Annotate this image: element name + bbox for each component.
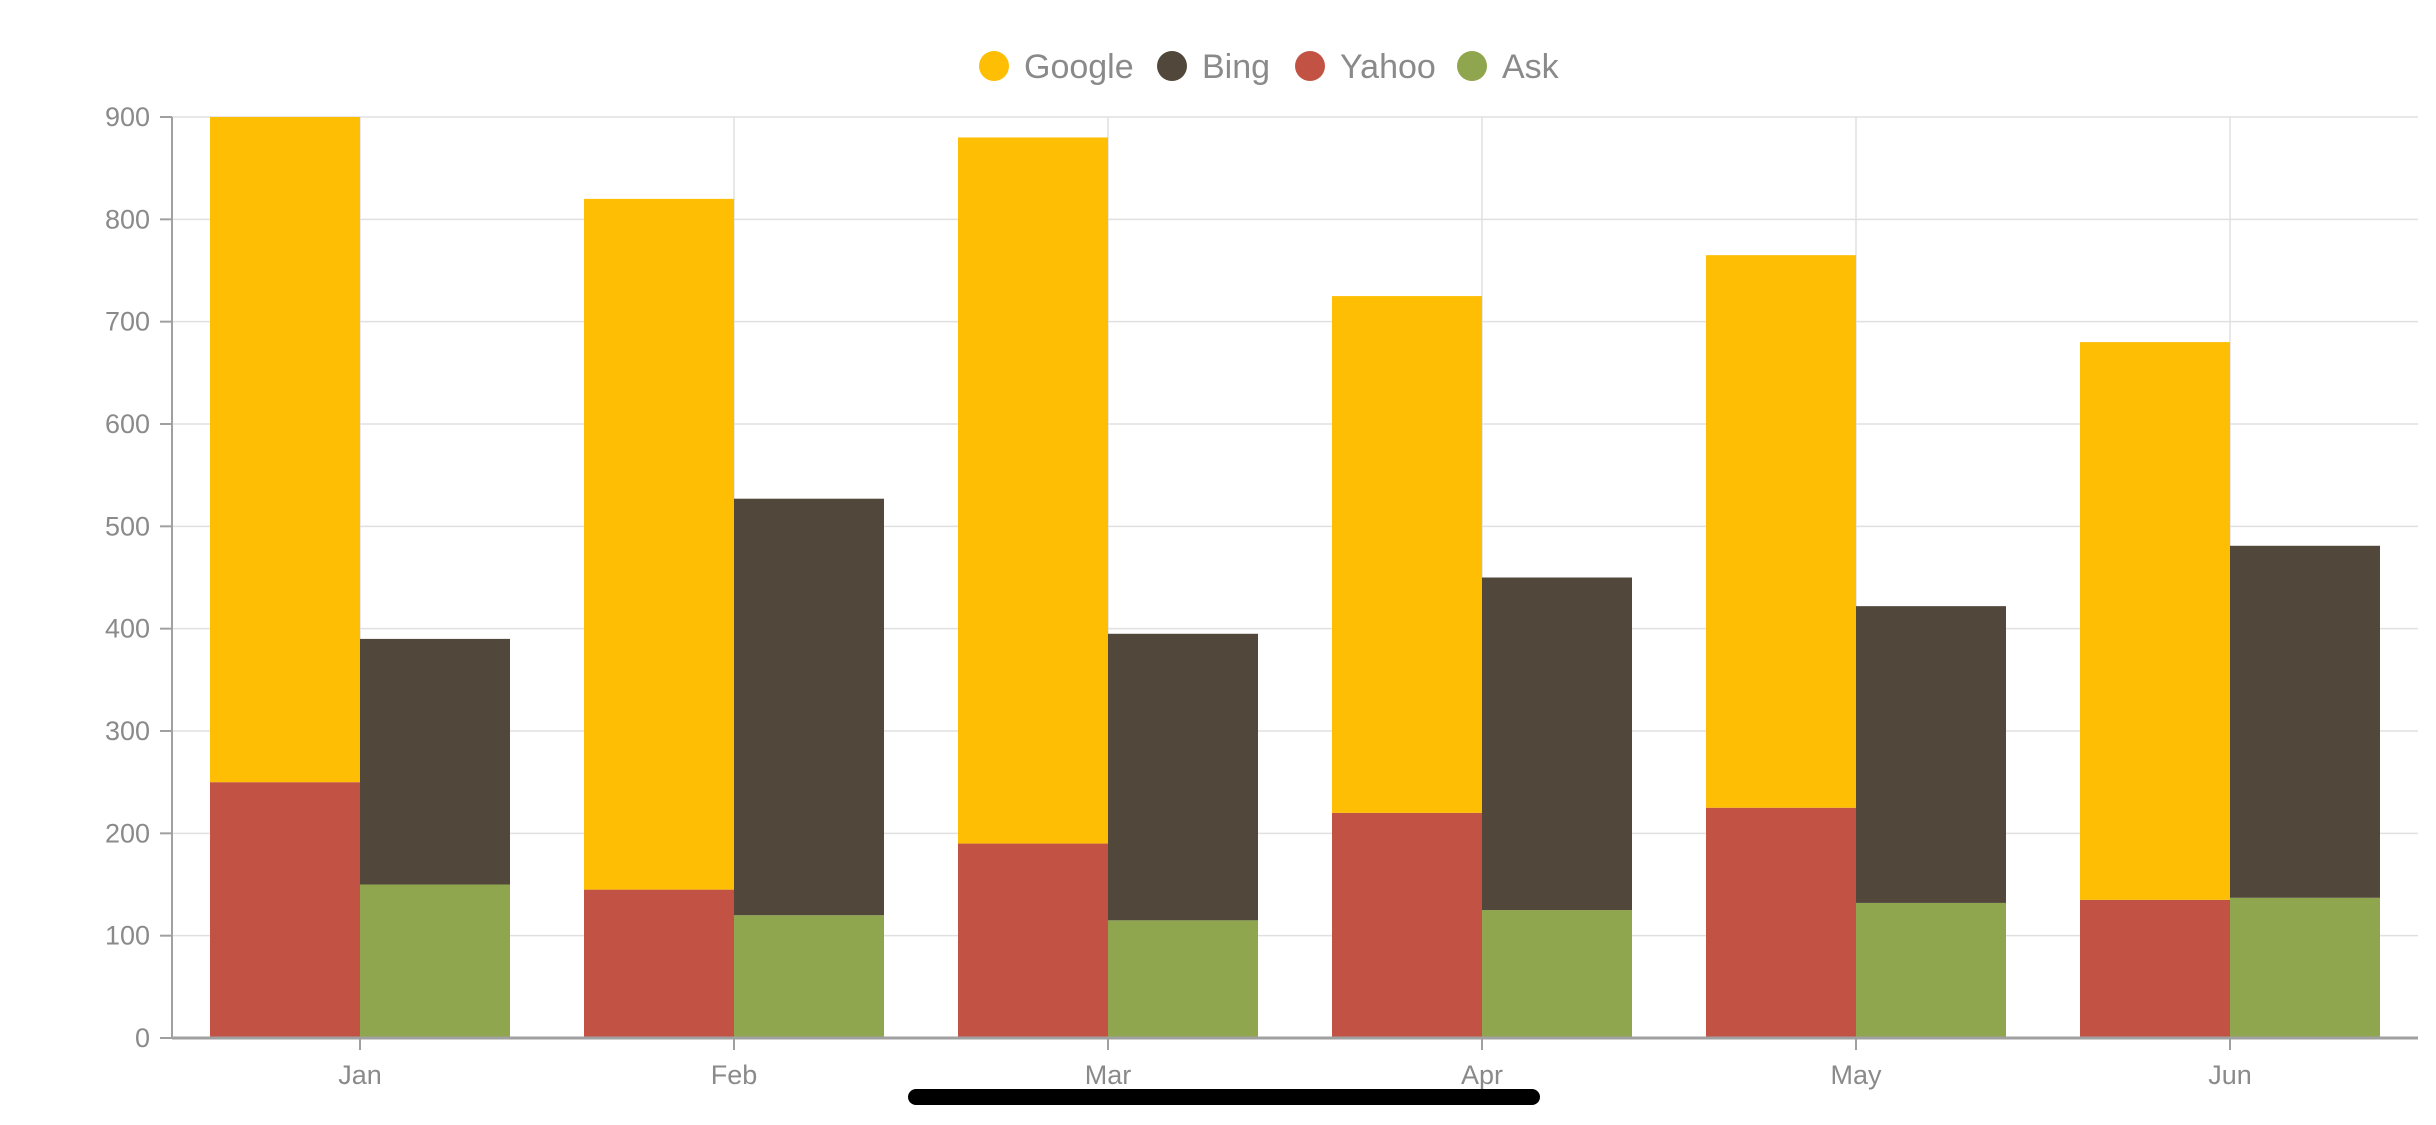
bars xyxy=(210,117,2380,1038)
bar-yahoo-jan[interactable] xyxy=(210,782,360,1038)
bar-yahoo-apr[interactable] xyxy=(1332,812,1482,1038)
bar-bing-apr[interactable] xyxy=(1482,577,1632,911)
home-indicator[interactable] xyxy=(908,1089,1540,1105)
bar-yahoo-feb[interactable] xyxy=(584,889,734,1038)
bar-google-apr[interactable] xyxy=(1332,296,1482,813)
x-tick-label-may: May xyxy=(1830,1060,1882,1090)
bar-ask-jun[interactable] xyxy=(2230,897,2380,1038)
bar-google-mar[interactable] xyxy=(958,137,1108,844)
bar-yahoo-mar[interactable] xyxy=(958,843,1108,1038)
bar-ask-apr[interactable] xyxy=(1482,910,1632,1038)
y-tick-label: 500 xyxy=(105,511,150,541)
bar-google-jun[interactable] xyxy=(2080,342,2230,900)
bar-google-jan[interactable] xyxy=(210,117,360,783)
legend-label-google[interactable]: Google xyxy=(1024,48,1134,86)
bar-bing-jun[interactable] xyxy=(2230,545,2380,898)
axes: 0 100 200 300 400 500 600 700 800 900 Jan Feb Mar Apr… xyxy=(105,102,2418,1090)
y-tick-label: 600 xyxy=(105,409,150,439)
legend-marker-yahoo[interactable] xyxy=(1295,51,1325,81)
bar-google-feb[interactable] xyxy=(584,198,734,890)
x-tick-label-jun: Jun xyxy=(2208,1060,2252,1090)
y-tick-label: 800 xyxy=(105,204,150,234)
x-tick-label-feb: Feb xyxy=(711,1060,758,1090)
legend-marker-google[interactable] xyxy=(979,51,1009,81)
bar-google-may[interactable] xyxy=(1706,255,1856,808)
x-tick-label-jan: Jan xyxy=(338,1060,382,1090)
legend: Google Bing Yahoo Ask xyxy=(979,48,1560,86)
legend-marker-bing[interactable] xyxy=(1157,51,1187,81)
bar-ask-feb[interactable] xyxy=(734,915,884,1038)
y-tick-label: 100 xyxy=(105,921,150,951)
bar-yahoo-may[interactable] xyxy=(1706,807,1856,1038)
legend-label-ask[interactable]: Ask xyxy=(1502,48,1560,86)
y-tick-label: 700 xyxy=(105,307,150,337)
bar-bing-jan[interactable] xyxy=(360,638,510,885)
y-tick-label: 0 xyxy=(135,1023,150,1053)
bar-bing-mar[interactable] xyxy=(1108,633,1258,921)
legend-label-yahoo[interactable]: Yahoo xyxy=(1340,48,1436,86)
bar-bing-may[interactable] xyxy=(1856,606,2006,903)
bar-bing-feb[interactable] xyxy=(734,498,884,916)
y-tick-label: 300 xyxy=(105,716,150,746)
bar-ask-mar[interactable] xyxy=(1108,920,1258,1038)
bar-ask-may[interactable] xyxy=(1856,902,2006,1038)
bar-yahoo-jun[interactable] xyxy=(2080,899,2230,1038)
bar-ask-jan[interactable] xyxy=(360,884,510,1039)
y-tick-label: 900 xyxy=(105,102,150,132)
legend-marker-ask[interactable] xyxy=(1457,51,1487,81)
y-tick-label: 200 xyxy=(105,818,150,848)
x-tick-label-apr: Apr xyxy=(1461,1060,1503,1090)
legend-label-bing[interactable]: Bing xyxy=(1202,48,1270,86)
y-tick-label: 400 xyxy=(105,614,150,644)
x-tick-label-mar: Mar xyxy=(1085,1060,1132,1090)
